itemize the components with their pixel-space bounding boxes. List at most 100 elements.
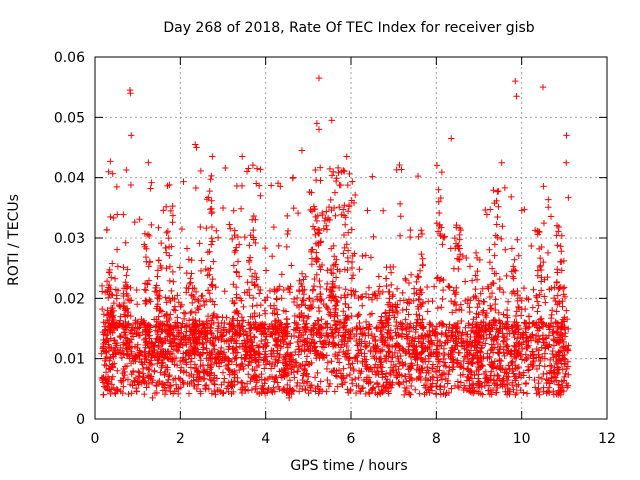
- data-point: [180, 309, 188, 316]
- data-point: [410, 342, 418, 350]
- data-point: [251, 373, 259, 381]
- data-point: [359, 358, 366, 365]
- data-point: [478, 345, 485, 352]
- data-point: [539, 335, 546, 342]
- data-point: [515, 304, 523, 311]
- data-point: [330, 334, 337, 342]
- data-point: [235, 310, 242, 318]
- data-point: [396, 161, 403, 169]
- data-point: [190, 339, 197, 347]
- data-point: [520, 284, 528, 292]
- data-point: [290, 204, 297, 212]
- data-point: [564, 382, 572, 389]
- data-point: [225, 366, 232, 373]
- data-point: [167, 311, 174, 318]
- data-point: [386, 288, 393, 296]
- data-point: [283, 389, 290, 396]
- data-point: [440, 276, 447, 284]
- data-point: [141, 353, 148, 360]
- data-point: [455, 255, 462, 263]
- data-point: [261, 307, 269, 314]
- data-point: [457, 301, 465, 308]
- data-point: [437, 194, 444, 202]
- data-point: [525, 296, 532, 303]
- data-point: [298, 283, 306, 290]
- data-point: [187, 358, 194, 365]
- data-point: [167, 340, 175, 347]
- data-point: [561, 373, 568, 381]
- data-point: [412, 326, 419, 333]
- data-point: [399, 289, 406, 297]
- data-point: [235, 273, 243, 280]
- data-point: [243, 168, 251, 175]
- data-point: [165, 323, 172, 331]
- data-point: [519, 345, 526, 353]
- data-point: [496, 357, 503, 365]
- data-point: [193, 385, 200, 393]
- data-point: [143, 338, 150, 345]
- data-point: [170, 278, 177, 285]
- data-point: [313, 352, 321, 359]
- data-point: [177, 364, 185, 371]
- data-point: [127, 360, 135, 367]
- data-point: [491, 252, 498, 259]
- data-point: [163, 265, 170, 272]
- data-point: [530, 320, 537, 327]
- data-point: [365, 294, 373, 301]
- data-point: [174, 292, 181, 299]
- data-point: [542, 333, 550, 341]
- data-point: [126, 355, 133, 362]
- data-point: [408, 382, 415, 390]
- data-point: [163, 229, 170, 236]
- data-point: [455, 306, 463, 313]
- data-point: [167, 355, 174, 363]
- data-point: [230, 207, 237, 214]
- data-point: [250, 234, 257, 241]
- data-point: [177, 303, 184, 310]
- data-point: [238, 360, 245, 368]
- data-point: [350, 332, 358, 340]
- data-point: [341, 202, 348, 209]
- data-point: [294, 368, 302, 375]
- data-point: [500, 288, 507, 296]
- data-point: [419, 262, 427, 269]
- x-tick-label: 2: [176, 431, 185, 447]
- data-point: [504, 388, 511, 395]
- data-point: [271, 330, 279, 337]
- data-point: [253, 377, 261, 384]
- data-point: [511, 361, 519, 369]
- data-point: [208, 172, 215, 180]
- data-point: [565, 342, 572, 349]
- data-point: [124, 266, 131, 273]
- data-point: [323, 365, 331, 373]
- data-point: [134, 378, 141, 385]
- data-point: [476, 380, 483, 387]
- data-point: [472, 272, 479, 279]
- data-point: [223, 329, 230, 336]
- data-point: [168, 350, 176, 358]
- data-point: [419, 255, 426, 262]
- data-point: [466, 304, 473, 311]
- data-point: [488, 391, 495, 398]
- data-point: [301, 324, 309, 331]
- data-point: [230, 262, 238, 269]
- data-point: [305, 313, 312, 320]
- data-point: [410, 297, 417, 304]
- data-point: [386, 330, 393, 338]
- data-point: [356, 387, 364, 395]
- data-point: [180, 333, 187, 341]
- data-point: [120, 383, 127, 390]
- data-point: [448, 351, 455, 358]
- data-point: [274, 180, 282, 187]
- data-point: [298, 147, 306, 154]
- data-point: [355, 367, 363, 374]
- data-point: [540, 388, 547, 395]
- data-point: [219, 369, 227, 376]
- data-point: [262, 348, 269, 355]
- data-point: [491, 344, 499, 351]
- data-point: [123, 166, 130, 174]
- data-point: [196, 352, 204, 360]
- data-point: [403, 378, 410, 385]
- data-point: [110, 214, 117, 222]
- data-point: [307, 384, 314, 391]
